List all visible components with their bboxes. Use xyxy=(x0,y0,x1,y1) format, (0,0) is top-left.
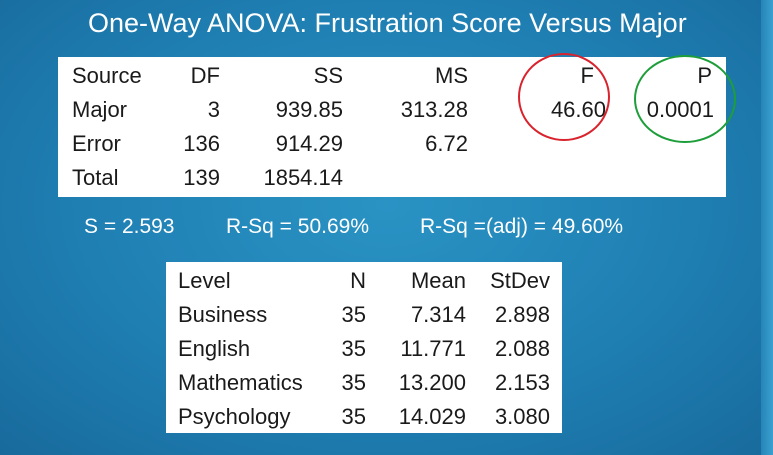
level-row-mathematics-level: Mathematics xyxy=(178,370,303,395)
level-table: Level N Mean StDev Business 35 7.314 2.8… xyxy=(166,262,562,433)
anova-header-f: F xyxy=(580,63,594,88)
level-row-business-level: Business xyxy=(178,302,268,327)
anova-row-error-ss: 914.29 xyxy=(275,131,343,156)
anova-row-major-ss: 939.85 xyxy=(275,97,343,122)
slide-title: One-Way ANOVA: Frustration Score Versus … xyxy=(88,8,687,38)
anova-row-major-f: 46.60 xyxy=(550,97,606,122)
stat-rsq-adj: R-Sq =(adj) = 49.60% xyxy=(420,215,624,238)
level-header-mean: Mean xyxy=(410,268,466,293)
level-row-english-level: English xyxy=(178,336,251,361)
level-header-n: N xyxy=(350,268,366,293)
level-row-business-n: 35 xyxy=(341,302,366,327)
anova-header-df: DF xyxy=(190,63,220,88)
level-row-english-n: 35 xyxy=(341,336,366,361)
level-row-psychology-n: 35 xyxy=(341,404,366,429)
anova-row-major-source: Major xyxy=(72,97,128,122)
anova-row-total-source: Total xyxy=(72,165,119,190)
level-row-psychology-stdev: 3.080 xyxy=(494,404,550,429)
level-row-psychology-level: Psychology xyxy=(178,404,291,429)
anova-row-total-df: 139 xyxy=(183,165,220,190)
anova-header-source: Source xyxy=(72,63,142,88)
level-row-mathematics-mean: 13.200 xyxy=(398,370,466,395)
anova-row-major-ms: 313.28 xyxy=(400,97,468,122)
level-row-business-mean: 7.314 xyxy=(410,302,466,327)
anova-row-total-ss: 1854.14 xyxy=(263,165,343,190)
level-header-stdev: StDev xyxy=(490,268,550,293)
slide-right-edge xyxy=(761,0,773,455)
anova-table: Source DF SS MS F P Major 3 939.85 313.2… xyxy=(58,57,726,197)
anova-row-error-ms: 6.72 xyxy=(425,131,468,156)
level-row-mathematics-stdev: 2.153 xyxy=(494,370,550,395)
level-row-english-stdev: 2.088 xyxy=(494,336,550,361)
anova-header-p: P xyxy=(697,63,712,88)
anova-row-major-df: 3 xyxy=(207,97,220,122)
anova-header-ms: MS xyxy=(435,63,468,88)
anova-header-ss: SS xyxy=(313,63,343,88)
anova-row-error-source: Error xyxy=(72,131,121,156)
anova-row-error-df: 136 xyxy=(183,131,220,156)
stat-rsq: R-Sq = 50.69% xyxy=(226,215,370,238)
level-row-mathematics-n: 35 xyxy=(341,370,366,395)
level-row-business-stdev: 2.898 xyxy=(494,302,550,327)
level-row-english-mean: 11.771 xyxy=(400,336,466,361)
stat-s: S = 2.593 xyxy=(84,215,175,238)
level-row-psychology-mean: 14.029 xyxy=(398,404,466,429)
level-header-level: Level xyxy=(178,268,231,293)
anova-row-major-p: 0.0001 xyxy=(646,97,714,122)
